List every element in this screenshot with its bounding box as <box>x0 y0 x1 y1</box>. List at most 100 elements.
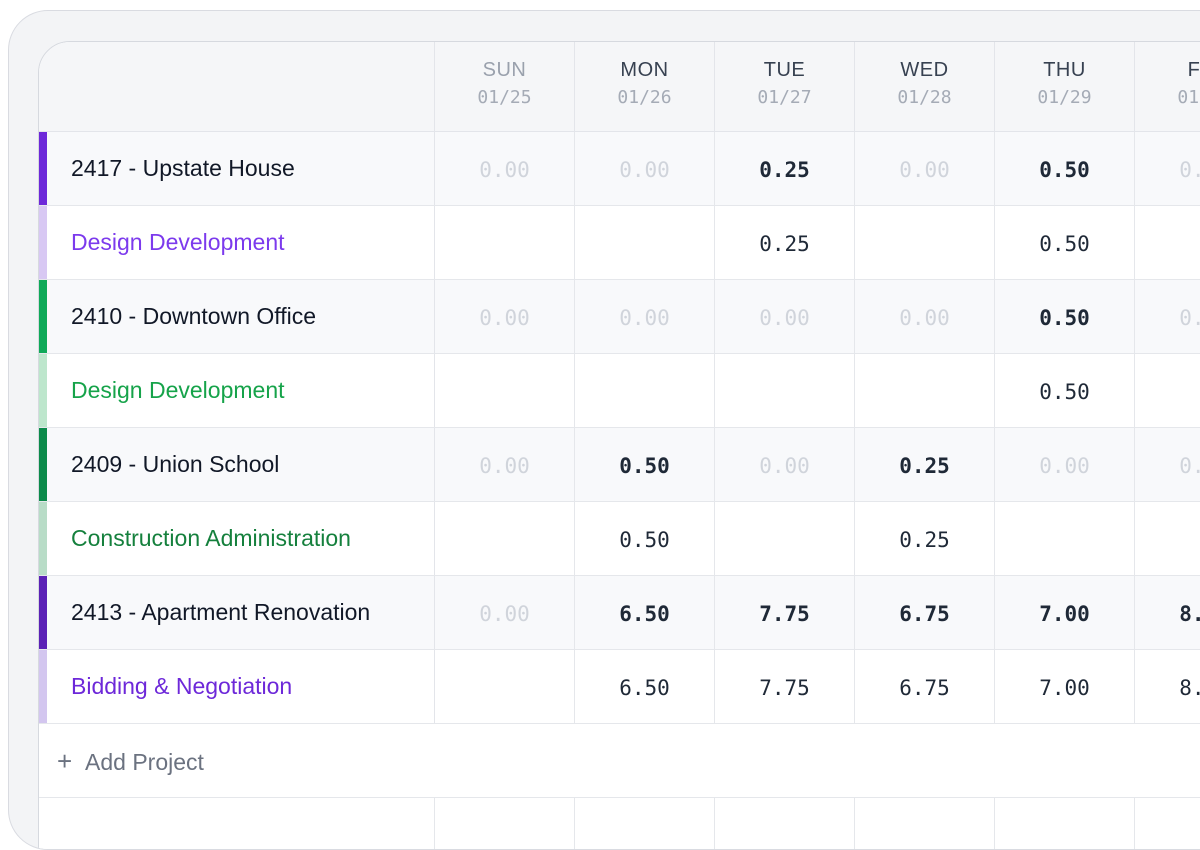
hours-cell-mon[interactable]: 0.50 <box>575 428 715 501</box>
column-divider <box>854 798 855 849</box>
hours-cell-mon[interactable] <box>575 206 715 279</box>
hours-cell-wed[interactable]: 0.25 <box>855 502 995 575</box>
label-cell-divider <box>434 650 435 723</box>
hours-cell-sun[interactable]: 0.00 <box>435 576 575 649</box>
day-column-header-mon: MON 01/26 <box>575 42 715 131</box>
day-date: 01/26 <box>617 87 672 108</box>
row-color-bar <box>39 206 47 279</box>
hours-cell-fri[interactable]: 0.00 <box>1135 428 1200 501</box>
day-date: 01/28 <box>897 87 952 108</box>
hours-cell-thu[interactable] <box>995 502 1135 575</box>
hours-cell-fri[interactable] <box>1135 206 1200 279</box>
hours-cell-wed[interactable]: 0.00 <box>855 132 995 205</box>
hours-cell-thu[interactable]: 0.50 <box>995 354 1135 427</box>
hours-cell-tue[interactable]: 7.75 <box>715 576 855 649</box>
hours-cell-sun[interactable]: 0.00 <box>435 132 575 205</box>
hours-cell-thu[interactable]: 0.50 <box>995 132 1135 205</box>
hours-cell-sun[interactable] <box>435 354 575 427</box>
label-cell-divider <box>434 206 435 279</box>
row-color-bar <box>39 132 47 205</box>
hours-cell-sun[interactable]: 0.00 <box>435 280 575 353</box>
hours-cell-fri[interactable]: 8.00 <box>1135 576 1200 649</box>
day-name: WED <box>900 59 949 81</box>
column-divider <box>434 798 435 849</box>
hours-cell-tue[interactable]: 0.25 <box>715 132 855 205</box>
project-row: 2417 - Upstate House 0.00 0.00 0.25 0.00 0.50… <box>39 132 1200 206</box>
hours-cell-fri[interactable] <box>1135 502 1200 575</box>
row-color-bar <box>39 354 47 427</box>
label-cell-divider <box>434 502 435 575</box>
hours-cell-wed[interactable]: 0.00 <box>855 280 995 353</box>
phase-label[interactable]: Construction Administration <box>71 525 351 551</box>
day-name: THU <box>1043 59 1086 81</box>
hours-cell-thu[interactable]: 0.50 <box>995 206 1135 279</box>
phase-row: Bidding & Negotiation 6.507.756.757.008.0… <box>39 650 1200 724</box>
hours-cell-thu[interactable]: 7.00 <box>995 576 1135 649</box>
day-name: SUN <box>482 59 527 81</box>
hours-cell-wed[interactable] <box>855 206 995 279</box>
hours-cell-mon[interactable]: 0.50 <box>575 502 715 575</box>
row-color-bar <box>39 502 47 575</box>
hours-cell-fri[interactable]: 8.00 <box>1135 650 1200 723</box>
hours-cell-tue[interactable]: 0.00 <box>715 280 855 353</box>
day-column-header-wed: WED 01/28 <box>855 42 995 131</box>
add-project-label: Add Project <box>85 749 204 775</box>
hours-cell-mon[interactable] <box>575 354 715 427</box>
project-label[interactable]: 2417 - Upstate House <box>71 155 295 181</box>
hours-cell-wed[interactable]: 6.75 <box>855 650 995 723</box>
phase-label[interactable]: Design Development <box>71 229 285 255</box>
project-label[interactable]: 2410 - Downtown Office <box>71 303 317 329</box>
day-date: 01/30 <box>1177 87 1200 108</box>
header-label-cell <box>39 42 435 131</box>
hours-cell-thu[interactable]: 7.00 <box>995 650 1135 723</box>
column-divider <box>994 798 995 849</box>
label-cell-divider <box>434 354 435 427</box>
hours-cell-tue[interactable]: 7.75 <box>715 650 855 723</box>
project-row: 2409 - Union School 0.00 0.50 0.00 0.25 0.00 0… <box>39 428 1200 502</box>
day-column-header-sun: SUN 01/25 <box>435 42 575 131</box>
project-label[interactable]: 2409 - Union School <box>71 451 280 477</box>
hours-cell-sun[interactable]: 0.00 <box>435 428 575 501</box>
hours-cell-mon[interactable]: 0.00 <box>575 280 715 353</box>
hours-cell-mon[interactable]: 6.50 <box>575 576 715 649</box>
window-frame: SUN 01/25 MON 01/26 TUE 01/27 WED 01/28 THU 01/29… <box>8 10 1200 850</box>
hours-cell-thu[interactable]: 0.50 <box>995 280 1135 353</box>
label-cell-divider <box>434 132 435 205</box>
day-name: TUE <box>763 59 806 81</box>
day-date: 01/29 <box>1037 87 1092 108</box>
hours-cell-tue[interactable]: 0.25 <box>715 206 855 279</box>
plus-icon: + <box>57 746 73 776</box>
hours-cell-sun[interactable] <box>435 502 575 575</box>
hours-cell-tue[interactable]: 0.00 <box>715 428 855 501</box>
phase-label[interactable]: Design Development <box>71 377 285 403</box>
day-column-header-thu: THU 01/29 <box>995 42 1135 131</box>
label-cell-divider <box>434 576 435 649</box>
hours-cell-tue[interactable] <box>715 502 855 575</box>
phase-label[interactable]: Bidding & Negotiation <box>71 673 293 699</box>
bottom-empty-row <box>39 798 1200 849</box>
hours-cell-sun[interactable] <box>435 650 575 723</box>
hours-cell-wed[interactable] <box>855 354 995 427</box>
hours-cell-fri[interactable] <box>1135 354 1200 427</box>
project-row: 2410 - Downtown Office 0.00 0.00 0.00 0.00 0.… <box>39 280 1200 354</box>
hours-cell-wed[interactable]: 6.75 <box>855 576 995 649</box>
day-column-header-tue: TUE 01/27 <box>715 42 855 131</box>
day-date: 01/27 <box>757 87 812 108</box>
hours-cell-thu[interactable]: 0.00 <box>995 428 1135 501</box>
day-date: 01/25 <box>477 87 532 108</box>
column-divider <box>714 798 715 849</box>
hours-cell-mon[interactable]: 0.00 <box>575 132 715 205</box>
hours-cell-wed[interactable]: 0.25 <box>855 428 995 501</box>
add-project-button[interactable]: + Add Project <box>57 742 204 780</box>
hours-cell-fri[interactable]: 0.00 <box>1135 132 1200 205</box>
row-color-bar <box>39 576 47 649</box>
day-name: FRI <box>1187 59 1200 81</box>
hours-cell-mon[interactable]: 6.50 <box>575 650 715 723</box>
hours-cell-fri[interactable]: 0.00 <box>1135 280 1200 353</box>
hours-cell-tue[interactable] <box>715 354 855 427</box>
label-cell-divider <box>434 280 435 353</box>
hours-cell-sun[interactable] <box>435 206 575 279</box>
column-divider <box>1134 798 1135 849</box>
row-color-bar <box>39 650 47 723</box>
project-label[interactable]: 2413 - Apartment Renovation <box>71 599 371 625</box>
